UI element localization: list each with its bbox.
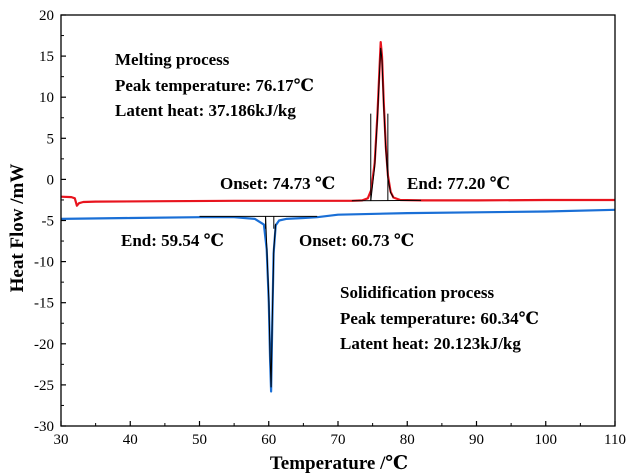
solid-title-label: Solidification process [340,283,494,302]
x-tick-label: 80 [400,432,415,448]
y-tick-label: -30 [34,419,54,435]
melting-latent-label: Latent heat: 37.186kJ/kg [115,101,296,120]
x-tick-label: 40 [123,432,138,448]
x-tick-label: 110 [604,432,626,448]
melt-onset-label: Onset: 74.73 ℃ [220,174,335,193]
melting-peak-label: Peak temperature: 76.17℃ [115,76,314,95]
y-tick-label: -20 [34,337,54,353]
solid-latent-label: Latent heat: 20.123kJ/kg [340,334,521,353]
melting-title-label: Melting process [115,50,230,69]
x-tick-label: 90 [469,432,484,448]
melt-peak-trace [370,47,394,201]
melt-end-label: End: 77.20 ℃ [407,174,510,193]
y-axis-title: Heat Flow /mW [7,164,28,293]
x-tick-label: 70 [331,432,346,448]
y-tick-label: 10 [39,90,54,106]
y-tick-label: 5 [47,131,55,147]
solid-peak-label: Peak temperature: 60.34℃ [340,309,539,328]
x-axis-title: Temperature /℃ [270,453,408,474]
x-tick-label: 30 [54,432,69,448]
solid-end-label: End: 59.54 ℃ [121,231,224,250]
x-tick-label: 50 [192,432,207,448]
y-tick-label: 15 [39,49,54,65]
series-line-melting [60,41,615,207]
y-tick-label: -25 [34,378,54,394]
y-tick-label: -10 [34,255,54,271]
y-tick-label: -15 [34,296,54,312]
y-tick-label: 0 [47,172,55,188]
y-tick-label: 20 [39,8,54,24]
y-tick-label: -5 [42,214,55,230]
solid-peak-trace [265,217,277,388]
x-tick-label: 60 [261,432,276,448]
solid-onset-label: Onset: 60.73 ℃ [299,231,414,250]
x-tick-label: 100 [535,432,558,448]
